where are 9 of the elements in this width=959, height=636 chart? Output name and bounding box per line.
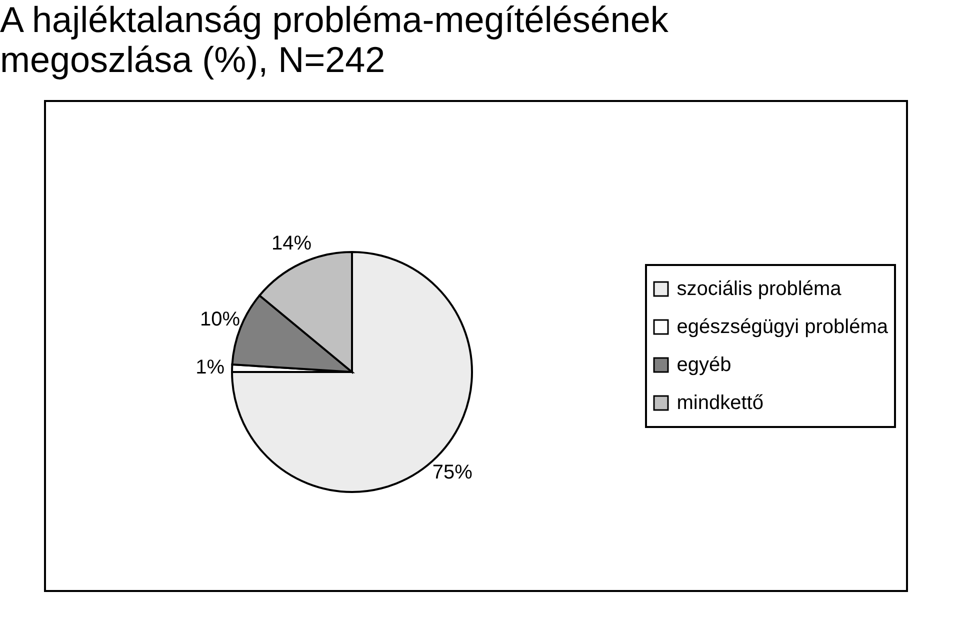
data-label: 10% [200, 308, 240, 331]
data-label: 1% [196, 356, 225, 379]
legend-label: szociális probléma [676, 278, 842, 300]
legend-label: egyéb [676, 354, 732, 376]
data-label: 75% [432, 461, 473, 484]
data-label: 14% [272, 232, 312, 255]
legend-label: egészségügyi probléma [676, 316, 888, 338]
legend-label: mindkettő [676, 392, 764, 414]
chart-title: A hajléktalanság probléma-megítélésének megoszlása (%), N=242 [0, 0, 670, 80]
